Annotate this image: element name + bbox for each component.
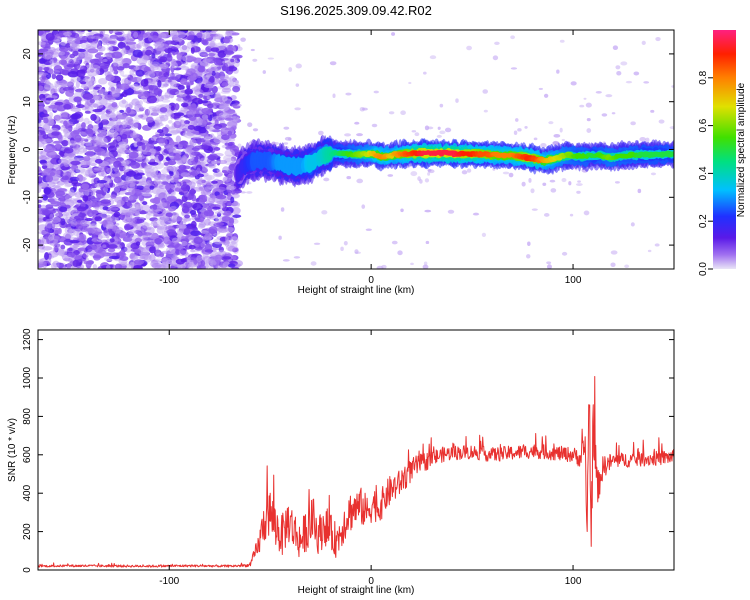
snr-y-tick-label: 200 xyxy=(22,523,33,540)
snr-y-tick-label: 0 xyxy=(22,567,33,573)
colorbar-tick-label: 0.6 xyxy=(698,118,709,132)
colorbar-tick-label: 0.4 xyxy=(698,166,709,180)
snr-y-tick-label: 1200 xyxy=(22,328,33,351)
colorbar-label: Normalized spectral amplitude xyxy=(736,82,747,217)
snr-y-ticks: 0 200 400 600 800 1000 1200 xyxy=(22,328,674,573)
snr-x-tick-label: 100 xyxy=(565,576,582,587)
spectrogram-y-tick-label: 0 xyxy=(22,146,33,152)
snr-series-line xyxy=(38,375,674,568)
spectrogram-y-axis-label: Frequency (Hz) xyxy=(7,116,18,185)
colorbar-tick-label: 0.8 xyxy=(698,70,709,84)
spectrogram-x-ticks: -100 0 100 xyxy=(159,30,582,286)
snr-x-ticks: -100 0 100 xyxy=(159,330,582,587)
snr-x-tick-label: -100 xyxy=(159,576,179,587)
snr-y-tick-label: 400 xyxy=(22,484,33,501)
spectrogram-y-ticks: -20 -10 0 10 20 xyxy=(22,48,674,252)
colorbar-gradient xyxy=(713,30,736,269)
colorbar-tick-label: 0.0 xyxy=(698,262,709,276)
colorbar-tick-label: 0.2 xyxy=(698,214,709,228)
spectrogram-x-tick-label: -100 xyxy=(159,275,179,286)
snr-panel: -100 0 100 0 200 400 600 800 1000 1200 Height of… xyxy=(7,328,675,596)
figure-title: S196.2025.309.09.42.R02 xyxy=(280,3,432,18)
spectrogram-y-tick-label: -10 xyxy=(22,190,33,205)
snr-frame xyxy=(37,329,675,571)
colorbar: 0.0 0.2 0.4 0.6 0.8 Normalized spectral ampl… xyxy=(698,30,747,276)
snr-y-tick-label: 800 xyxy=(22,408,33,425)
snr-x-tick-label: 0 xyxy=(368,576,374,587)
spectrogram-y-tick-label: 10 xyxy=(22,96,33,108)
spectrogram-x-axis-label: Height of straight line (km) xyxy=(298,285,415,296)
snr-y-axis-label: SNR (10 * v/v) xyxy=(7,418,18,482)
snr-y-tick-label: 600 xyxy=(22,446,33,463)
spectrogram-heatmap xyxy=(38,30,674,269)
spectrogram-x-tick-label: 0 xyxy=(368,275,374,286)
snr-y-tick-label: 1000 xyxy=(22,366,33,389)
snr-x-axis-label: Height of straight line (km) xyxy=(298,585,415,596)
colorbar-ticks: 0.0 0.2 0.4 0.6 0.8 xyxy=(698,70,713,276)
spectrogram-y-tick-label: -20 xyxy=(22,237,33,252)
spectrogram-y-tick-label: 20 xyxy=(22,48,33,60)
spectrogram-x-tick-label: 100 xyxy=(565,275,582,286)
